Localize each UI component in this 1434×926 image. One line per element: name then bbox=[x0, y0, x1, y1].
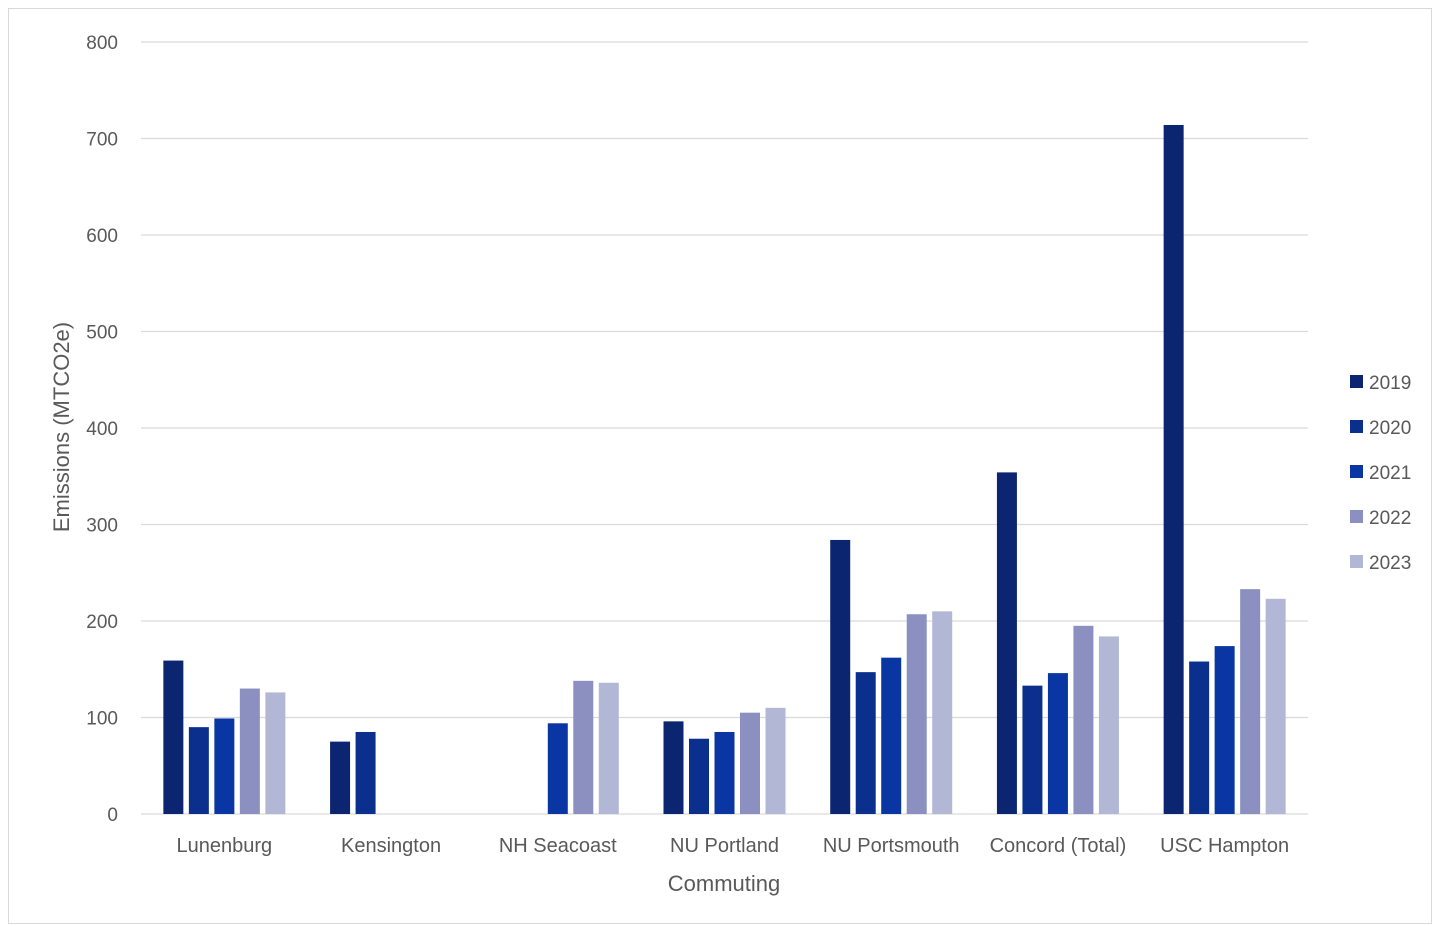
y-tick-label: 0 bbox=[107, 805, 118, 826]
legend-swatch-2022 bbox=[1350, 510, 1363, 523]
bar-2023-5 bbox=[1098, 636, 1119, 814]
bar-2019-3 bbox=[663, 721, 684, 814]
bar-2020-6 bbox=[1189, 661, 1210, 814]
x-category-label: NH Seacoast bbox=[499, 835, 617, 857]
bar-2019-1 bbox=[330, 741, 351, 814]
bar-2023-4 bbox=[932, 611, 953, 814]
legend-swatch-2021 bbox=[1350, 465, 1363, 478]
bar-2022-3 bbox=[740, 712, 760, 814]
y-tick-label: 800 bbox=[86, 33, 118, 54]
bars bbox=[163, 124, 1286, 815]
bar-2019-4 bbox=[830, 539, 851, 814]
y-tick-label: 600 bbox=[86, 226, 118, 247]
bar-2020-3 bbox=[689, 738, 709, 814]
legend-label-2021: 2021 bbox=[1369, 463, 1411, 484]
bar-2020-1 bbox=[355, 731, 376, 814]
bar-2022-6 bbox=[1240, 589, 1261, 814]
y-tick-label: 300 bbox=[86, 516, 118, 537]
bar-2022-2 bbox=[573, 680, 594, 814]
legend-swatch-2023 bbox=[1350, 555, 1363, 568]
bar-2020-5 bbox=[1022, 685, 1043, 814]
bar-2021-3 bbox=[714, 731, 735, 814]
x-category-label: Concord (Total) bbox=[990, 835, 1127, 857]
y-tick-label: 700 bbox=[86, 130, 118, 151]
x-category-label: NU Portsmouth bbox=[823, 835, 960, 857]
x-axis-title: Commuting bbox=[668, 871, 780, 896]
y-tick-label: 200 bbox=[86, 612, 118, 633]
bar-2022-0 bbox=[239, 688, 260, 814]
bar-2019-5 bbox=[996, 472, 1017, 814]
bar-2023-6 bbox=[1265, 598, 1286, 814]
bar-2023-0 bbox=[265, 692, 286, 814]
x-category-label: Kensington bbox=[341, 835, 441, 857]
bar-2022-4 bbox=[906, 614, 927, 814]
bar-2021-5 bbox=[1047, 673, 1068, 814]
legend-swatch-2019 bbox=[1350, 375, 1363, 388]
bar-2021-2 bbox=[547, 723, 568, 814]
bar-2023-3 bbox=[765, 707, 786, 814]
bar-2020-4 bbox=[855, 672, 876, 814]
legend-label-2019: 2019 bbox=[1369, 373, 1411, 394]
bar-2020-0 bbox=[188, 727, 209, 814]
x-category-label: Lunenburg bbox=[177, 835, 273, 857]
x-axis-categories: Lunenburg Kensington NH Seacoast NU Portlan… bbox=[177, 835, 1290, 857]
bar-2022-5 bbox=[1073, 625, 1094, 814]
x-category-label: USC Hampton bbox=[1160, 835, 1289, 857]
y-tick-label: 400 bbox=[86, 419, 118, 440]
gridlines bbox=[141, 41, 1308, 815]
y-tick-label: 100 bbox=[86, 709, 118, 730]
y-axis-title: Emissions (MTCO2e) bbox=[49, 322, 74, 532]
y-tick-label: 500 bbox=[86, 323, 118, 344]
bar-2023-2 bbox=[598, 682, 619, 814]
legend-swatch-2020 bbox=[1350, 420, 1363, 433]
y-axis-ticks: 0 100 200 300 400 500 600 700 800 bbox=[86, 33, 118, 826]
legend-label-2023: 2023 bbox=[1369, 553, 1411, 574]
bar-2021-4 bbox=[881, 657, 902, 814]
legend-label-2020: 2020 bbox=[1369, 418, 1411, 439]
bar-2019-0 bbox=[163, 660, 184, 814]
x-category-label: NU Portland bbox=[670, 835, 779, 857]
legend-label-2022: 2022 bbox=[1369, 508, 1411, 529]
bar-2021-0 bbox=[214, 718, 235, 814]
bar-2019-6 bbox=[1163, 124, 1184, 815]
bar-2021-6 bbox=[1214, 646, 1235, 814]
legend: 2019 2020 2021 2022 2023 bbox=[1350, 373, 1411, 574]
